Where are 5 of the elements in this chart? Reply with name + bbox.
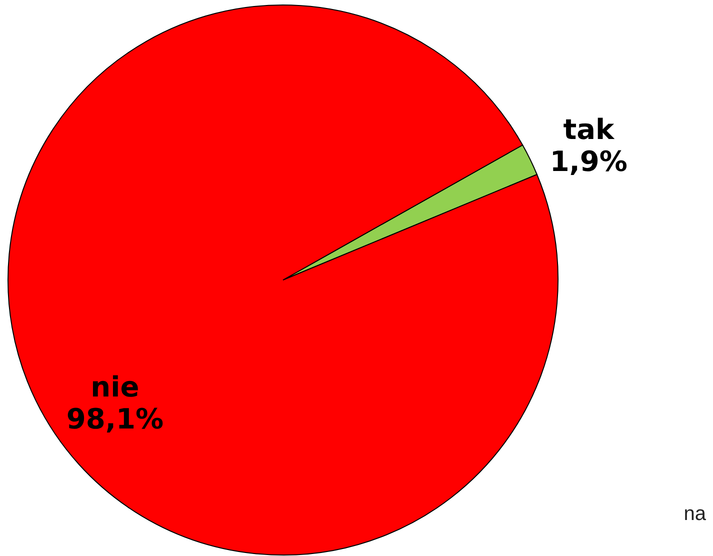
data-label: 1,9% [550, 145, 628, 178]
slice-label: nie [90, 370, 140, 404]
data-label: 98,1% [66, 402, 164, 436]
text: na [684, 503, 707, 525]
slice-label: tak [563, 113, 616, 146]
